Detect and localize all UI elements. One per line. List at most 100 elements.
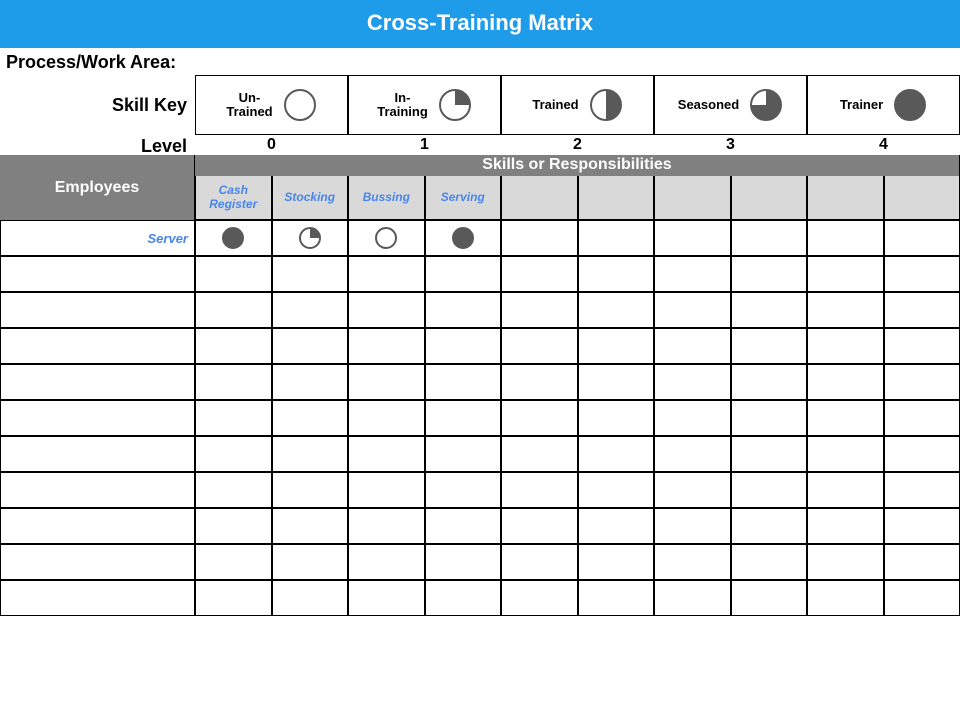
skills-header: Skills or Responsibilities — [195, 155, 960, 176]
matrix-cell — [654, 580, 731, 616]
matrix-cell — [425, 580, 502, 616]
matrix-cell — [195, 256, 272, 292]
employee-name-cell — [0, 328, 195, 364]
matrix-cell — [425, 292, 502, 328]
skill-key-label: Skill Key — [0, 75, 195, 135]
process-area-label: Process/Work Area: — [0, 48, 960, 75]
matrix-cell — [654, 400, 731, 436]
skill-key-cell: Un-Trained — [195, 75, 348, 135]
matrix-cell — [348, 580, 425, 616]
matrix-cell — [578, 256, 655, 292]
skill-key-cell: Trained — [501, 75, 654, 135]
matrix-cell — [654, 508, 731, 544]
matrix-cell — [425, 544, 502, 580]
matrix-cell — [578, 580, 655, 616]
skill-key-pie-icon — [893, 88, 927, 122]
matrix-cell — [731, 364, 808, 400]
level-value: 4 — [807, 135, 960, 155]
employee-name-cell — [0, 580, 195, 616]
matrix-cell — [654, 436, 731, 472]
matrix-cell — [807, 220, 884, 256]
matrix-pie-icon — [374, 226, 398, 250]
matrix-cell — [272, 292, 349, 328]
employee-name-cell — [0, 472, 195, 508]
skill-column-header — [501, 176, 578, 220]
matrix-cell — [807, 328, 884, 364]
matrix-cell — [578, 400, 655, 436]
skill-column-header — [654, 176, 731, 220]
matrix-cell — [501, 508, 578, 544]
matrix-cell — [654, 472, 731, 508]
matrix-cell — [807, 292, 884, 328]
matrix-cell — [884, 400, 960, 436]
matrix-cell — [348, 328, 425, 364]
matrix-cell — [501, 292, 578, 328]
level-value: 1 — [348, 135, 501, 155]
skill-column-header — [807, 176, 884, 220]
matrix-cell — [501, 328, 578, 364]
skill-key-text: In-Training — [377, 91, 428, 118]
skill-key-pie-icon — [283, 88, 317, 122]
matrix-cell — [195, 472, 272, 508]
skill-key-cell: Trainer — [807, 75, 960, 135]
matrix-cell — [578, 508, 655, 544]
matrix-body: Server — [0, 220, 960, 616]
matrix-cell — [654, 292, 731, 328]
matrix-cell — [195, 364, 272, 400]
matrix-cell — [272, 256, 349, 292]
matrix-cell — [731, 436, 808, 472]
employee-name-cell — [0, 364, 195, 400]
matrix-cell — [425, 400, 502, 436]
matrix-cell — [654, 328, 731, 364]
matrix-cell — [272, 220, 349, 256]
matrix-cell — [195, 220, 272, 256]
matrix-cell — [272, 436, 349, 472]
skill-key-text: Seasoned — [678, 98, 739, 112]
matrix-cell — [578, 436, 655, 472]
skill-key-cell: Seasoned — [654, 75, 807, 135]
matrix-cell — [578, 544, 655, 580]
matrix-cell — [348, 508, 425, 544]
matrix-cell — [195, 328, 272, 364]
title-bar: Cross-Training Matrix — [0, 0, 960, 48]
matrix-cell — [195, 292, 272, 328]
level-value: 3 — [654, 135, 807, 155]
skill-column-header — [578, 176, 655, 220]
matrix-cell — [501, 220, 578, 256]
matrix-cell — [195, 436, 272, 472]
level-label: Level — [0, 135, 195, 155]
matrix-cell — [807, 400, 884, 436]
matrix-cell — [807, 436, 884, 472]
matrix-cell — [348, 400, 425, 436]
matrix-cell — [272, 580, 349, 616]
matrix-cell — [195, 508, 272, 544]
matrix-pie-icon — [298, 226, 322, 250]
skill-key-pie-icon — [589, 88, 623, 122]
matrix-cell — [807, 544, 884, 580]
matrix-cell — [501, 256, 578, 292]
matrix-cell — [578, 328, 655, 364]
matrix-cell — [348, 364, 425, 400]
skill-key-text: Trainer — [840, 98, 883, 112]
matrix-cell — [807, 364, 884, 400]
matrix-cell — [348, 544, 425, 580]
matrix-cell — [731, 472, 808, 508]
level-row: Level 01234 — [0, 135, 960, 155]
matrix-cell — [731, 328, 808, 364]
skill-key-pie-icon — [749, 88, 783, 122]
matrix-cell — [348, 256, 425, 292]
matrix-cell — [884, 328, 960, 364]
skill-column-header: Serving — [425, 176, 502, 220]
skill-column-header — [884, 176, 960, 220]
matrix-cell — [884, 580, 960, 616]
matrix-cell — [807, 256, 884, 292]
matrix-cell — [654, 256, 731, 292]
matrix-cell — [348, 436, 425, 472]
employee-name-cell — [0, 256, 195, 292]
matrix-cell — [501, 400, 578, 436]
matrix-cell — [195, 580, 272, 616]
matrix-cell — [731, 220, 808, 256]
matrix-cell — [272, 400, 349, 436]
matrix-cell — [807, 508, 884, 544]
matrix-cell — [501, 364, 578, 400]
